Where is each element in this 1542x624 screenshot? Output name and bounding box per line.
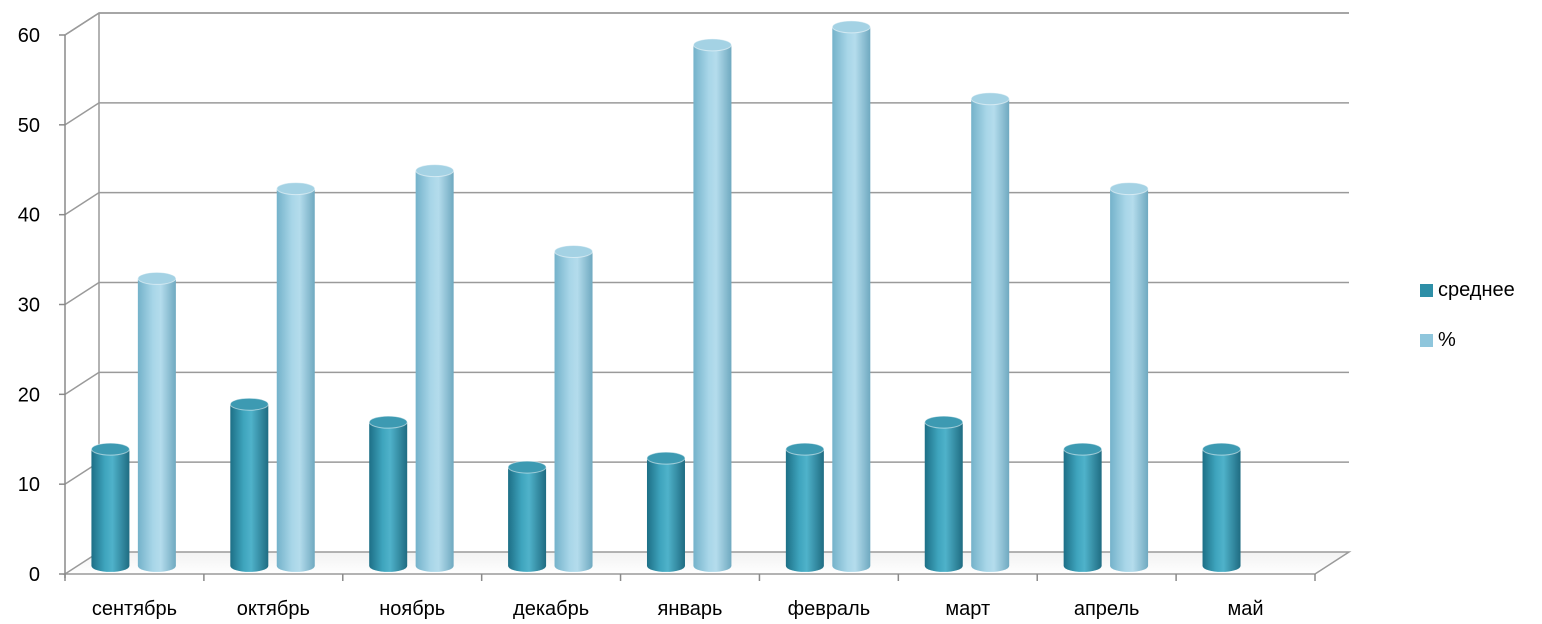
bar-srednee-8 — [1202, 442, 1242, 572]
legend-label-series-1: % — [1438, 328, 1456, 351]
bar-srednee-3 — [507, 460, 547, 572]
bar-percent-0 — [137, 271, 177, 572]
bar-srednee-4 — [646, 451, 686, 572]
x-tick-label: февраль — [788, 598, 871, 620]
bar-srednee-5 — [785, 442, 825, 572]
x-tick-label: октябрь — [237, 598, 310, 620]
x-tick-label: ноябрь — [379, 598, 445, 620]
bar-srednee-2 — [368, 415, 408, 572]
x-tick-label: март — [945, 598, 990, 620]
bar-percent-2 — [415, 164, 455, 572]
bar-srednee-0 — [90, 442, 130, 572]
bar-percent-4 — [692, 38, 732, 572]
x-tick-label: январь — [658, 598, 723, 620]
bar-percent-6 — [970, 92, 1010, 572]
bar-percent-5 — [831, 20, 871, 572]
bar-percent-3 — [554, 244, 594, 572]
y-tick-label: 30 — [18, 295, 40, 317]
bar-percent-1 — [276, 182, 316, 572]
bar-srednee-7 — [1063, 442, 1103, 572]
x-tick-label: декабрь — [513, 598, 589, 620]
y-tick-label: 0 — [29, 564, 40, 586]
y-tick-label: 10 — [18, 474, 40, 496]
legend-item-series-0: среднее — [1420, 276, 1515, 304]
legend-item-series-1: % — [1420, 326, 1515, 354]
x-tick-label: апрель — [1074, 598, 1140, 620]
legend: среднее % — [1420, 276, 1515, 376]
x-tick-label: май — [1228, 598, 1264, 620]
bar-percent-7 — [1109, 182, 1149, 572]
y-tick-label: 50 — [18, 115, 40, 137]
bar-srednee-1 — [229, 397, 269, 572]
gridline — [64, 12, 1349, 36]
y-tick-label: 60 — [18, 25, 40, 47]
y-tick-label: 20 — [18, 384, 40, 406]
y-tick-label: 40 — [18, 205, 40, 227]
bar-srednee-6 — [924, 415, 964, 572]
x-tick-label: сентябрь — [92, 598, 177, 620]
legend-label-series-0: среднее — [1438, 278, 1515, 301]
legend-swatch-series-0 — [1420, 283, 1433, 297]
gridline — [64, 12, 1349, 36]
legend-swatch-series-1 — [1420, 333, 1433, 347]
